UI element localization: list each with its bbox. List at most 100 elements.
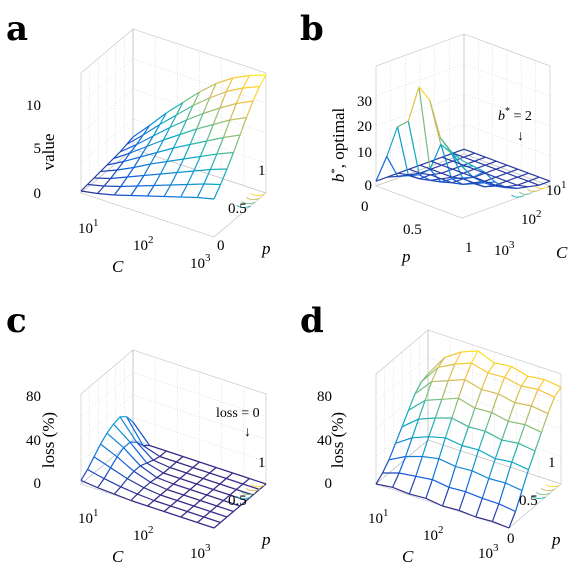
panel-c-mesh-segment	[127, 478, 145, 489]
panel-d-mesh-segment	[448, 378, 465, 382]
panel-a-mesh-segment	[172, 134, 181, 149]
panel-c-mesh-segment	[210, 505, 218, 512]
panel-a-mesh-segment	[242, 75, 250, 89]
panel-a-mesh-segment	[199, 140, 208, 157]
panel-a-mesh-segment	[187, 183, 204, 186]
panel-d-xtick-2: 103	[478, 542, 499, 562]
panel-c-mesh-segment	[87, 468, 105, 480]
panel-c-mesh-segment	[192, 461, 200, 468]
panel-c-mesh-segment	[219, 478, 227, 485]
panel-a-mesh-segment	[156, 147, 174, 154]
panel-d-mesh-segment	[394, 426, 403, 444]
panel-a-mesh-segment	[159, 161, 168, 175]
panel-c-mesh-segment	[113, 423, 131, 443]
panel-b-xtick-0: 0	[361, 199, 369, 215]
panel-b-mesh-segment	[375, 176, 388, 182]
panel-a-mesh-segment	[103, 178, 112, 187]
panel-d-mesh-segment	[418, 400, 426, 420]
panel-a-mesh-segment	[149, 112, 167, 126]
panel-a-floor-contours	[236, 193, 265, 208]
panel-d-mesh-segment	[481, 388, 499, 395]
panel-b-xtick-1: 0.5	[403, 222, 422, 238]
panel-d-mesh-segment	[484, 412, 493, 432]
panel-d-ztick-0: 0	[325, 476, 333, 492]
panel-a-mesh-segment	[159, 112, 167, 125]
panel-b-mesh-segment	[440, 137, 452, 152]
panel-d-mesh-segment	[441, 380, 449, 400]
panel-b-axes-text: b*, optimal 0 10 20 30 0 0.5 1 p 101 102…	[329, 94, 568, 266]
panel-c-mesh-segment	[147, 500, 155, 507]
panel-c-mesh-segment	[106, 432, 124, 449]
panel-b-mesh-segment	[538, 180, 551, 186]
panel-d-mesh-segment	[458, 491, 467, 511]
panel-c-mesh-segment	[113, 486, 122, 495]
panel-b-mesh-segment	[474, 168, 486, 174]
panel-c-mesh-segment	[226, 511, 234, 518]
panel-a-ytick-2: 1	[258, 163, 266, 179]
panel-b-mesh-segment	[451, 178, 464, 184]
panel-c-mesh-segment	[209, 472, 227, 480]
panel-d-mesh-segment	[468, 426, 486, 432]
panel-a-contour-line	[241, 200, 256, 205]
panel-a-mesh-segment	[113, 186, 122, 196]
panel-a-mesh-segment	[185, 105, 194, 121]
panel-a-mesh-segment	[143, 163, 151, 176]
panel-c-mesh-segment	[215, 466, 233, 474]
panel-b-mesh-segment	[440, 143, 452, 154]
panel-d-ytick-1: 0.5	[519, 493, 538, 509]
panel-c-contour-line	[241, 491, 256, 496]
panel-d-mesh-segment	[447, 363, 456, 381]
panel-c-mesh-segment	[99, 432, 108, 445]
panel-b-mesh-segment	[452, 172, 464, 178]
panel-b-mesh-segment	[441, 168, 453, 174]
panel-b-mesh-segment	[539, 176, 551, 182]
panel-b-mesh-segment	[527, 184, 540, 188]
panel-b-contour-line	[534, 185, 548, 189]
panel-b-mesh-segment	[474, 164, 486, 170]
panel-a-mesh-segment	[139, 146, 148, 158]
panel-d-mesh-segment	[461, 426, 470, 446]
panel-c-axes-text: loss (%) 0 40 80 101 102 103 C 0.5 1 p l…	[26, 389, 271, 566]
panel-b-mesh-segment	[430, 168, 442, 174]
panel-b-mesh-segment	[452, 148, 465, 154]
panel-a-mesh-segment	[87, 183, 105, 187]
panel-b-mesh-segment	[495, 185, 507, 189]
panel-d-xtick-0: 101	[368, 507, 389, 527]
panel-d-mesh-segment	[467, 407, 476, 427]
panel-c-mesh-segment	[114, 493, 132, 502]
panel-c-mesh-segment	[200, 499, 218, 507]
panel-b-mesh-segment	[441, 172, 453, 178]
panel-a-mesh-segment	[206, 124, 214, 142]
panel-a-mesh-segment	[229, 116, 247, 121]
panel-a-mesh-segment	[123, 156, 141, 163]
panel-c-mesh-segment	[130, 499, 148, 507]
panel-c-contour-line	[245, 488, 260, 492]
panel-d-axes-text: loss (%) 0 40 80 101 102 103 C 0 0.5 1 p	[317, 389, 561, 566]
panel-a-mesh-segment	[242, 85, 260, 89]
panel-b-mesh-segment	[407, 86, 420, 122]
panel-c-mesh-segment	[242, 478, 250, 485]
panel-d-mesh-segment	[501, 421, 509, 441]
panel-d-xtick-1: 102	[423, 524, 444, 544]
panel-d-mesh-segment	[498, 482, 506, 504]
panel-a-mesh-segment	[196, 113, 204, 130]
panel-c-mesh-segment	[203, 516, 221, 524]
panel-b-mesh-segment	[484, 185, 496, 188]
panel-d-mesh-segment	[424, 381, 433, 401]
panel-d-mesh-segment	[461, 444, 479, 451]
panel-b-mesh-segment	[440, 144, 453, 179]
panel-b-mesh-segment	[452, 152, 465, 158]
panel-d-mesh-segment	[392, 486, 410, 495]
panel-b-mesh-segment	[506, 172, 518, 178]
panel-d-floor	[375, 439, 562, 529]
panel-b-mesh-segment	[517, 180, 529, 186]
panel-b-ztick-0: 0	[365, 178, 373, 194]
panel-d-mesh-segment	[461, 350, 478, 353]
panel-a-mesh-segment	[156, 139, 164, 153]
panel-c-mesh-segment	[189, 483, 197, 490]
panel-a-mesh-segment	[142, 125, 151, 136]
panel-c-mesh-segment	[149, 444, 167, 452]
panel-d-mesh-segment	[508, 511, 517, 529]
panel-b-mesh-segment	[462, 183, 474, 185]
panel-d-contour-line	[531, 495, 546, 499]
